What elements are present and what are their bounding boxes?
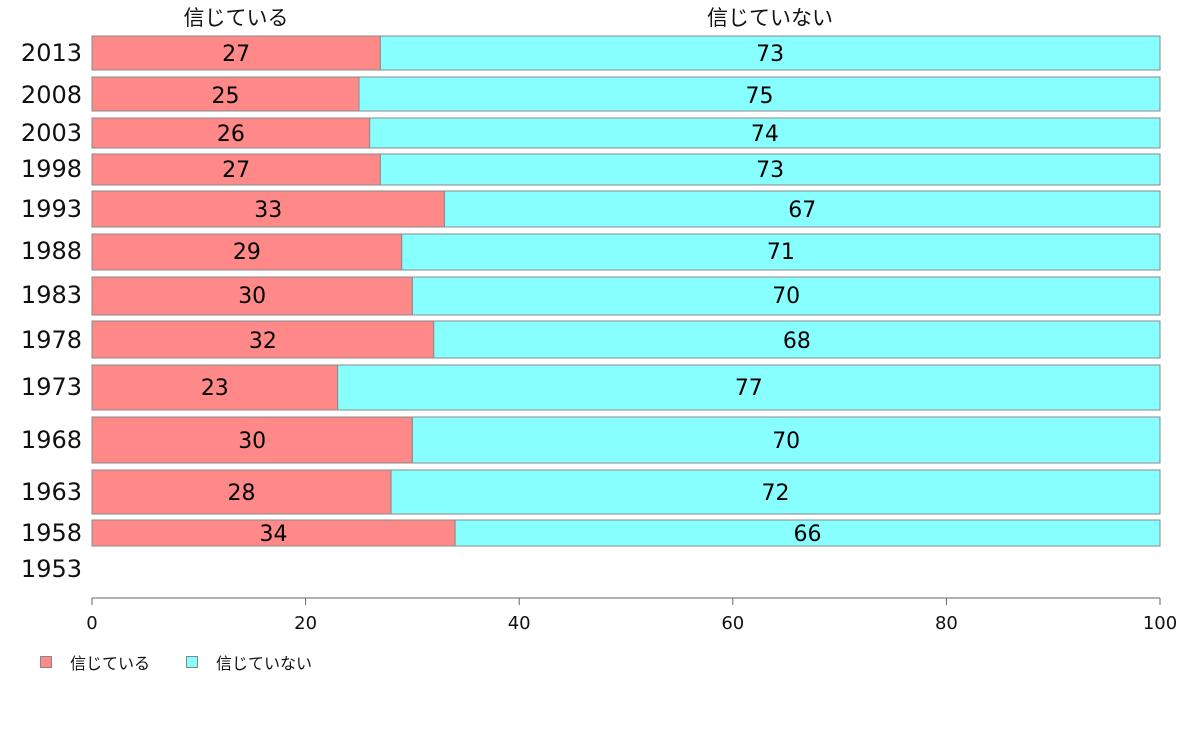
not-believe-data-label: 67 <box>788 198 816 223</box>
believe-data-label: 33 <box>254 198 282 223</box>
believe-data-label: 30 <box>238 284 266 309</box>
legend-item-believe: 信じている <box>40 650 150 674</box>
believe-data-label: 23 <box>201 376 229 401</box>
year-label: 1953 <box>21 555 82 583</box>
legend-item-not-believe: 信じていない <box>186 650 312 674</box>
believe-bar-segment <box>91 117 371 149</box>
legend-label-believe: 信じている <box>70 654 151 673</box>
x-axis-tick-label: 0 <box>86 613 97 634</box>
year-label: 1958 <box>21 519 82 547</box>
not-believe-data-label: 68 <box>783 329 811 354</box>
year-label: 1993 <box>21 195 82 223</box>
top-label-not-believe: 信じていない <box>707 6 833 30</box>
not-believe-bar-segment <box>358 76 1161 112</box>
believe-bar-segment <box>91 153 381 186</box>
believe-bar-segment <box>91 35 381 71</box>
not-believe-bar-segment <box>337 364 1161 411</box>
not-believe-data-label: 74 <box>751 122 779 147</box>
believe-bar-segment <box>91 469 392 515</box>
not-believe-bar-segment <box>401 233 1161 271</box>
believe-bar-segment <box>91 519 456 547</box>
believe-data-label: 27 <box>222 158 250 183</box>
year-label: 1968 <box>21 426 82 454</box>
believe-data-label: 27 <box>222 42 250 67</box>
not-believe-bar-segment <box>454 519 1161 547</box>
not-believe-bar-segment <box>379 153 1161 186</box>
believe-bar-segment <box>91 364 339 411</box>
legend-label-not-believe: 信じていない <box>216 654 313 673</box>
year-label: 1973 <box>21 373 82 401</box>
year-label: 1988 <box>21 237 82 265</box>
not-believe-data-label: 71 <box>767 240 795 265</box>
year-label: 1978 <box>21 326 82 354</box>
x-axis-tick-label: 20 <box>294 613 317 634</box>
believe-bar-segment <box>91 190 445 228</box>
not-believe-data-label: 66 <box>794 522 822 547</box>
not-believe-bar-segment <box>411 276 1161 316</box>
believe-data-label: 29 <box>233 240 261 265</box>
legend-swatch-not-believe <box>186 656 199 668</box>
believe-data-label: 30 <box>238 429 266 454</box>
x-axis-tick-label: 100 <box>1143 613 1177 634</box>
year-label: 1983 <box>21 281 82 309</box>
not-believe-bar-segment <box>443 190 1161 228</box>
believe-data-label: 34 <box>260 522 288 547</box>
not-believe-data-label: 70 <box>772 429 800 454</box>
top-label-believe: 信じている <box>184 6 289 30</box>
not-believe-bar-segment <box>369 117 1161 149</box>
believe-data-label: 26 <box>217 122 245 147</box>
year-label: 2008 <box>21 81 82 109</box>
not-believe-data-label: 73 <box>756 42 784 67</box>
x-axis-tick-label: 40 <box>508 613 531 634</box>
believe-bar-segment <box>91 416 413 464</box>
legend: 信じている 信じていない <box>40 650 312 674</box>
not-believe-data-label: 72 <box>762 481 790 506</box>
x-axis-tick-label: 60 <box>721 613 744 634</box>
not-believe-bar-segment <box>411 416 1161 464</box>
not-believe-data-label: 75 <box>746 84 774 109</box>
not-believe-data-label: 73 <box>756 158 784 183</box>
believe-data-label: 32 <box>249 329 277 354</box>
believe-data-label: 28 <box>228 481 256 506</box>
year-label: 2003 <box>21 119 82 147</box>
believe-bar-segment <box>91 76 360 112</box>
not-believe-data-label: 70 <box>772 284 800 309</box>
not-believe-bar-segment <box>379 35 1161 71</box>
year-label: 2013 <box>21 39 82 67</box>
legend-swatch-believe <box>40 656 52 668</box>
not-believe-bar-segment <box>433 320 1161 359</box>
believe-bar-segment <box>91 276 413 316</box>
x-axis-tick-label: 80 <box>935 613 958 634</box>
not-believe-bar-segment <box>390 469 1161 515</box>
not-believe-data-label: 77 <box>735 376 763 401</box>
year-label: 1963 <box>21 478 82 506</box>
believe-data-label: 25 <box>212 84 240 109</box>
year-label: 1998 <box>21 155 82 183</box>
